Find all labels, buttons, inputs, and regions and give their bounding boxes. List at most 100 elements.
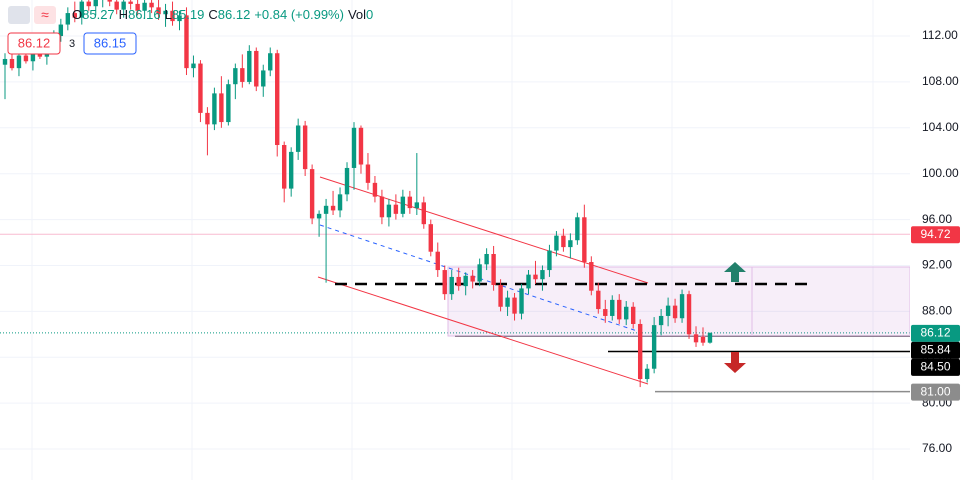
candle-body (665, 305, 671, 316)
ohlc-legend: O85.27 H86.16 L85.19 C86.12 +0.84 (+0.99%) Vo… (72, 7, 373, 22)
candle-body (449, 276, 454, 295)
candle-body (295, 125, 301, 152)
candle-body (519, 288, 524, 314)
candle-body (470, 275, 475, 282)
price-label-box (911, 341, 960, 359)
candle-body (575, 217, 580, 241)
sell-box[interactable] (7, 32, 61, 55)
candle-body (240, 68, 245, 82)
candle-body (233, 68, 238, 85)
buy-box[interactable] (83, 32, 137, 55)
candle-body (2, 58, 8, 65)
candle-body (526, 274, 531, 289)
candle-body (561, 235, 566, 248)
candle-body (700, 336, 706, 343)
arrow-down (724, 352, 746, 373)
y-tick-label: 96.00 (922, 212, 952, 226)
candle-body (170, 10, 175, 22)
candle-body (568, 240, 573, 248)
candle-body (407, 196, 413, 209)
price-label-box (911, 358, 960, 376)
candle-body (114, 1, 119, 10)
candle-body (679, 294, 685, 319)
vertical-grid (31, 0, 874, 480)
candle-body (477, 264, 482, 282)
candle-body (386, 204, 392, 218)
candle-body (316, 213, 322, 219)
candle-body (191, 63, 196, 69)
y-tick-label: 76.00 (922, 441, 952, 455)
legend-value: 0 (366, 7, 373, 22)
candle-body (198, 63, 203, 113)
spread: 3 (69, 38, 75, 50)
candle-body (142, 2, 147, 11)
candle-body (512, 297, 517, 314)
candle-body (686, 294, 692, 335)
price-label: 84.50 (920, 360, 950, 374)
range-zone (447, 266, 910, 337)
candle-body (309, 169, 315, 219)
icon (34, 6, 56, 24)
legend-value: 85.19 (172, 7, 205, 22)
candle-body (337, 194, 343, 211)
candle-body (219, 93, 224, 123)
candle-body (393, 204, 399, 214)
price-label-box (911, 383, 960, 401)
candle-body (651, 325, 657, 369)
candle-body (589, 262, 594, 291)
candle-body (288, 151, 294, 189)
candle-body (456, 276, 461, 287)
candle-body (344, 167, 350, 195)
candle-body (658, 315, 664, 326)
candle-body (86, 1, 91, 7)
grid (0, 35, 910, 450)
candle-body (93, 0, 98, 7)
candle-body (617, 299, 622, 320)
legend-value: 86.16 (128, 7, 161, 22)
sell-price[interactable]: 86.12 (18, 35, 51, 50)
candle-body (261, 70, 266, 87)
candle-body (491, 253, 496, 285)
buy-price[interactable]: 86.15 (94, 35, 127, 50)
candle-body (400, 196, 406, 214)
drawings (317, 176, 910, 385)
legend-key: C (208, 7, 217, 22)
candle-body (421, 202, 426, 225)
candle-body (254, 50, 259, 87)
candle-body (442, 270, 447, 295)
price-label: 85.84 (920, 343, 950, 357)
candle-body (498, 284, 503, 307)
candle-body (582, 217, 587, 263)
candle-body (177, 15, 182, 22)
icon-glyph: ≈ (41, 7, 49, 23)
candle-body (226, 84, 231, 123)
candle-body (282, 145, 287, 189)
candle-body (23, 55, 29, 62)
header: ≈ O85.27 H86.16 L85.19 C86.12 +0.84 (+0.99%)… (7, 6, 373, 55)
candle-body (107, 0, 112, 2)
candle-body (707, 332, 713, 343)
candle-body (624, 306, 629, 320)
y-tick-label: 104.00 (922, 120, 959, 134)
candle-body (463, 275, 468, 287)
candle-body (484, 253, 489, 265)
legend-value: 85.27 (82, 7, 115, 22)
y-tick-label: 112.00 (922, 28, 958, 42)
candle-body (65, 13, 71, 25)
candle-body (156, 7, 161, 15)
legend-key: Vol (348, 7, 366, 22)
price-label: 81.00 (920, 384, 950, 398)
candle-body (330, 205, 336, 211)
candle-body (212, 93, 217, 125)
y-tick-label: 100.00 (922, 166, 959, 180)
candle-body (9, 58, 15, 69)
candle-body (603, 309, 608, 316)
candle-body (505, 297, 510, 307)
candle-body (302, 125, 308, 170)
candle-body (672, 305, 678, 319)
price-label: 86.12 (920, 326, 950, 340)
legend-key: H (119, 7, 128, 22)
candle-body (610, 299, 615, 316)
